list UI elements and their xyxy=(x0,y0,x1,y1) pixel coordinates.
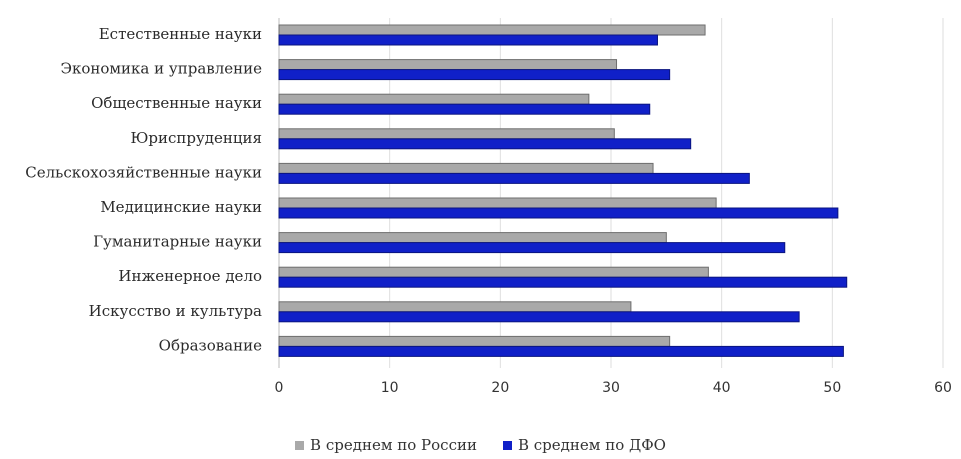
bar-dfo-2 xyxy=(278,103,651,115)
bar-russia-7 xyxy=(278,266,709,278)
bar-dfo-6 xyxy=(278,242,786,254)
legend-swatch-russia xyxy=(295,440,305,450)
x-tick-label-6: 60 xyxy=(934,380,952,396)
bar-dfo-9 xyxy=(278,345,844,357)
category-label-2: Общественные науки xyxy=(91,94,262,112)
bar-dfo-3 xyxy=(278,138,692,150)
legend: В среднем по России В среднем по ДФО xyxy=(0,434,961,456)
x-tick-label-1: 10 xyxy=(381,380,399,396)
category-label-7: Инженерное дело xyxy=(118,267,262,285)
bar-russia-5 xyxy=(278,197,717,209)
bar-russia-4 xyxy=(278,162,654,174)
category-label-5: Медицинские науки xyxy=(100,198,262,216)
category-label-6: Гуманитарные науки xyxy=(93,233,262,251)
bar-dfo-1 xyxy=(278,69,671,81)
legend-item-dfo: В среднем по ДФО xyxy=(502,436,666,454)
bar-dfo-8 xyxy=(278,311,800,323)
legend-swatch-dfo xyxy=(502,440,512,450)
x-tick-label-4: 40 xyxy=(713,380,731,396)
x-tick-label-2: 20 xyxy=(491,380,509,396)
bar-dfo-7 xyxy=(278,276,848,288)
bar-russia-2 xyxy=(278,93,590,105)
bar-dfo-4 xyxy=(278,172,750,184)
category-label-0: Естественные науки xyxy=(99,25,262,43)
category-label-1: Экономика и управление xyxy=(60,60,262,78)
bar-russia-9 xyxy=(278,335,671,347)
bar-russia-3 xyxy=(278,128,615,140)
x-tick-label-5: 50 xyxy=(823,380,841,396)
x-tick-label-3: 30 xyxy=(602,380,620,396)
bar-dfo-5 xyxy=(278,207,839,219)
bar-russia-6 xyxy=(278,232,667,244)
x-tick-label-0: 0 xyxy=(275,380,284,396)
category-label-4: Сельскохозяйственные науки xyxy=(25,163,262,181)
category-labels: Естественные науки Экономика и управление… xyxy=(25,25,262,354)
bar-russia-0 xyxy=(278,24,706,36)
bar-russia-1 xyxy=(278,59,618,71)
category-label-3: Юриспруденция xyxy=(130,129,262,147)
bars-group xyxy=(278,24,848,357)
legend-label-russia: В среднем по России xyxy=(310,436,477,454)
x-tick-labels: 0 10 20 30 40 50 60 xyxy=(275,380,952,396)
bar-dfo-0 xyxy=(278,34,658,46)
legend-item-russia: В среднем по России xyxy=(295,436,477,454)
legend-label-dfo: В среднем по ДФО xyxy=(517,436,666,454)
bar-chart: Естественные науки Экономика и управление… xyxy=(25,18,952,396)
category-label-9: Образование xyxy=(159,336,262,354)
bar-russia-8 xyxy=(278,301,632,313)
category-label-8: Искусство и культура xyxy=(89,302,262,320)
